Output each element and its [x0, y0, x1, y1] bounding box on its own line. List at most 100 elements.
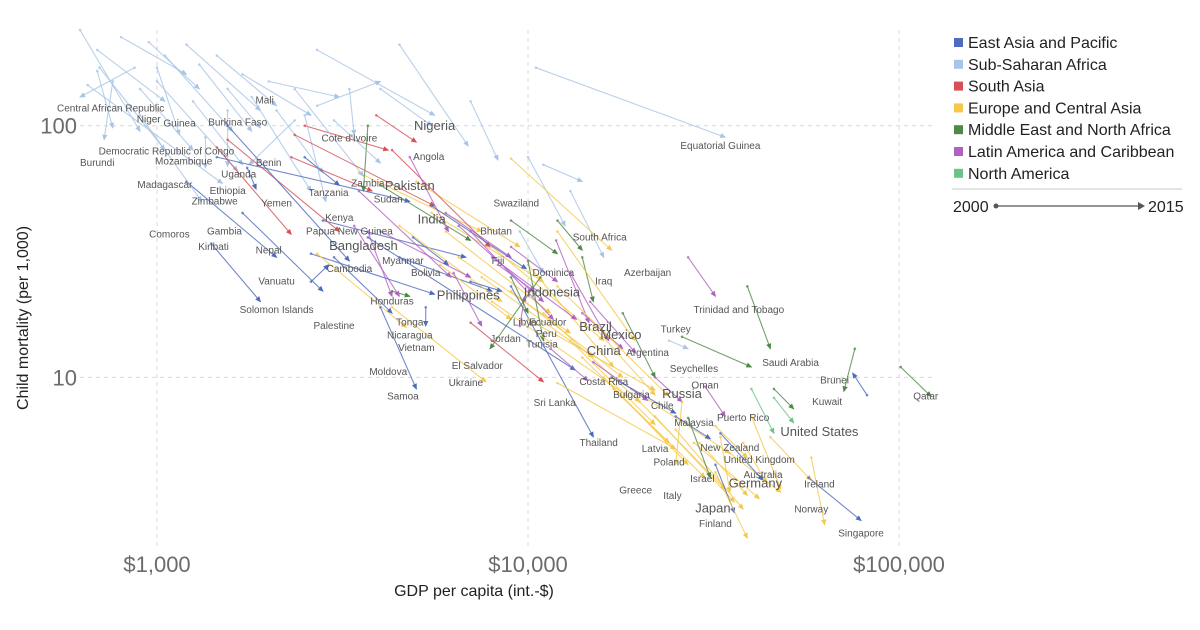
trajectory-unlabeled[interactable]: [332, 256, 395, 316]
trajectory-brazil[interactable]: [554, 239, 592, 324]
trajectory-unlabeled[interactable]: [315, 79, 382, 108]
trajectory-unlabeled[interactable]: [569, 339, 658, 427]
trajectory-saudi-arabia[interactable]: [746, 285, 773, 351]
trajectory-papua-new-guinea[interactable]: [303, 155, 341, 188]
legend-item-latin-america-and-caribbean[interactable]: Latin America and Caribbean: [954, 144, 1174, 161]
trajectory-vietnam[interactable]: [309, 252, 437, 297]
trajectory-unlabeled[interactable]: [379, 230, 473, 280]
trajectory-unlabeled[interactable]: [379, 183, 473, 243]
trajectory-unlabeled[interactable]: [542, 163, 584, 184]
trajectory-burundi[interactable]: [101, 80, 115, 141]
trajectory-unlabeled[interactable]: [592, 324, 658, 398]
trajectory-unlabeled[interactable]: [772, 387, 797, 412]
trajectory-brunei[interactable]: [850, 371, 869, 397]
trajectory-cote-d-ivoire[interactable]: [348, 87, 357, 136]
trajectory-kuwait[interactable]: [841, 347, 857, 393]
trajectory-iraq[interactable]: [556, 219, 585, 252]
trajectory-unlabeled[interactable]: [580, 256, 596, 303]
trajectory-unlabeled[interactable]: [197, 63, 254, 133]
trajectory-seychelles[interactable]: [667, 339, 690, 351]
trajectory-chile[interactable]: [592, 360, 650, 403]
trajectory-israel[interactable]: [686, 416, 713, 480]
trajectory-united-kingdom[interactable]: [714, 424, 750, 460]
trajectory-finland[interactable]: [714, 470, 750, 540]
trajectory-philippines[interactable]: [411, 236, 451, 267]
trajectory-bhutan[interactable]: [390, 148, 493, 250]
trajectory-greece[interactable]: [673, 400, 684, 466]
trajectory-nigeria[interactable]: [315, 48, 437, 118]
trajectory-unlabeled[interactable]: [674, 428, 745, 511]
trajectory-ireland[interactable]: [750, 415, 783, 491]
trajectory-unlabeled[interactable]: [698, 441, 750, 497]
trajectory-unlabeled[interactable]: [750, 387, 777, 436]
trajectory-latvia[interactable]: [526, 318, 657, 393]
trajectory-thailand[interactable]: [509, 285, 596, 439]
trajectory-jordan[interactable]: [509, 275, 531, 315]
trajectory-bulgaria[interactable]: [490, 300, 631, 399]
trajectory-unlabeled[interactable]: [398, 224, 504, 305]
trajectory-ethiopia[interactable]: [86, 83, 224, 186]
trajectory-united-states[interactable]: [772, 396, 797, 425]
legend-item-middle-east-and-north-africa[interactable]: Middle East and North Africa: [954, 122, 1171, 139]
trajectory-unlabeled[interactable]: [415, 180, 522, 249]
trajectory-unlabeled[interactable]: [289, 155, 374, 194]
trajectory-turkey[interactable]: [556, 230, 637, 343]
trajectory-puerto-rico[interactable]: [703, 385, 728, 418]
trajectory-unlabeled[interactable]: [653, 415, 737, 504]
trajectory-bolivia[interactable]: [408, 155, 451, 234]
trajectory-angola[interactable]: [398, 43, 471, 148]
trajectory-kiribati[interactable]: [245, 166, 259, 191]
trajectory-guinea[interactable]: [155, 66, 183, 136]
trajectory-trinidad-and-tobago[interactable]: [686, 256, 718, 299]
trajectory-unlabeled[interactable]: [241, 73, 313, 118]
trajectory-singapore[interactable]: [807, 476, 863, 523]
trajectory-madagascar[interactable]: [138, 113, 205, 204]
trajectory-yemen[interactable]: [361, 124, 370, 193]
legend-item-sub-saharan-africa[interactable]: Sub-Saharan Africa: [954, 57, 1107, 74]
trajectory-unlabeled[interactable]: [509, 219, 560, 256]
trajectory-central-african-republic[interactable]: [78, 66, 136, 99]
trajectory-oman[interactable]: [680, 335, 754, 369]
trajectory-mali[interactable]: [185, 43, 263, 113]
trajectory-el-salvador[interactable]: [452, 271, 484, 328]
trajectory-new-zealand[interactable]: [674, 415, 712, 441]
trajectory-gambia[interactable]: [225, 109, 231, 168]
trajectory-comoros[interactable]: [202, 135, 208, 169]
trajectory-sudan[interactable]: [332, 119, 383, 166]
trajectory-benin[interactable]: [226, 87, 263, 131]
trajectory-palestine[interactable]: [390, 289, 412, 299]
trajectory-nepal[interactable]: [215, 146, 294, 237]
trajectory-zambia[interactable]: [293, 87, 366, 179]
trajectory-bangladesh[interactable]: [226, 138, 341, 234]
trajectory-vanuatu[interactable]: [309, 262, 331, 284]
trajectory-unlabeled[interactable]: [241, 211, 325, 294]
trajectory-unlabeled[interactable]: [267, 80, 341, 100]
trajectory-indonesia[interactable]: [430, 204, 528, 272]
trajectory-equatorial-guinea[interactable]: [534, 66, 727, 140]
trajectory-kenya[interactable]: [303, 113, 328, 203]
time-start-handle[interactable]: [993, 203, 999, 209]
trajectory-fiji[interactable]: [469, 280, 503, 294]
trajectory-tanzania[interactable]: [250, 95, 313, 194]
trajectory-australia[interactable]: [719, 431, 766, 483]
trajectory-russia[interactable]: [556, 285, 672, 399]
trajectory-nicaragua[interactable]: [352, 224, 402, 299]
trajectory-unlabeled[interactable]: [215, 54, 279, 108]
trajectory-unlabeled[interactable]: [612, 387, 707, 481]
legend-item-south-asia[interactable]: South Asia: [954, 79, 1045, 96]
trajectory-unlabeled[interactable]: [621, 311, 657, 380]
trajectory-costa-rica[interactable]: [549, 347, 590, 383]
trajectory-ukraine[interactable]: [390, 305, 489, 385]
trajectory-samoa[interactable]: [379, 305, 419, 391]
trajectory-italy[interactable]: [719, 435, 733, 494]
legend-item-europe-and-central-asia[interactable]: Europe and Central Asia: [954, 100, 1142, 117]
trajectory-unlabeled[interactable]: [379, 87, 434, 129]
trajectory-tunisia[interactable]: [526, 259, 546, 342]
trajectory-india[interactable]: [293, 133, 436, 209]
trajectory-unlabeled[interactable]: [138, 87, 196, 153]
trajectory-sri-lanka[interactable]: [469, 321, 546, 384]
trajectory-myanmar[interactable]: [215, 155, 412, 204]
trajectory-norway[interactable]: [809, 456, 827, 526]
trajectory-poland[interactable]: [556, 381, 678, 452]
trajectory-moldova[interactable]: [315, 252, 409, 330]
